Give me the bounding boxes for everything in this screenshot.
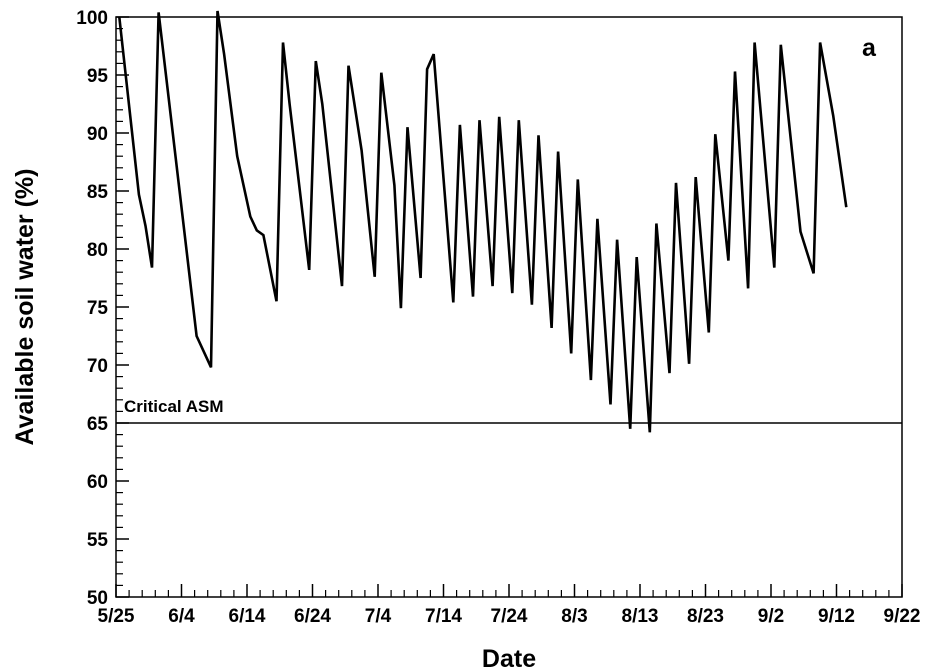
x-tick-label: 7/4 — [365, 606, 392, 627]
y-tick-label: 80 — [87, 240, 108, 261]
x-tick-label: 5/25 — [98, 606, 135, 627]
x-tick-label: 9/22 — [884, 606, 921, 627]
x-tick-label: 6/4 — [168, 606, 195, 627]
x-axis-title: Date — [482, 645, 536, 672]
x-tick-label: 8/23 — [687, 606, 724, 627]
y-tick-label: 100 — [76, 8, 108, 29]
y-tick-label: 85 — [87, 182, 109, 203]
y-axis-ticks: 50 55 60 65 70 75 80 85 90 95 100 — [76, 8, 129, 609]
plot-area: 5/25 6/4 6/14 6/24 7/4 7/14 7/24 8/3 8/13 8/23 9/2… — [76, 8, 920, 627]
x-tick-label: 7/24 — [491, 606, 528, 627]
x-tick-label: 8/13 — [622, 606, 659, 627]
y-tick-label: 70 — [87, 356, 108, 377]
panel-label: a — [862, 34, 877, 62]
y-tick-label: 65 — [87, 414, 109, 435]
series-line-available-soil-water — [118, 10, 848, 433]
x-tick-label: 8/3 — [561, 606, 587, 627]
y-tick-label: 55 — [87, 530, 109, 551]
x-tick-label: 6/24 — [294, 606, 331, 627]
x-tick-label: 7/14 — [425, 606, 462, 627]
x-axis-ticks: 5/25 6/4 6/14 6/24 7/4 7/14 7/24 8/3 8/13 8/23 9/2… — [98, 584, 921, 627]
plot-frame — [115, 16, 903, 598]
x-tick-label: 9/12 — [818, 606, 855, 627]
y-tick-label: 75 — [87, 298, 109, 319]
y-tick-label: 95 — [87, 66, 109, 87]
y-tick-label: 90 — [87, 124, 108, 145]
y-tick-label: 50 — [87, 588, 108, 609]
x-tick-label: 9/2 — [758, 606, 784, 627]
y-axis-title: Available soil water (%) — [11, 169, 39, 446]
y-tick-label: 60 — [87, 472, 108, 493]
x-tick-label: 6/14 — [229, 606, 266, 627]
critical-asm-label: Critical ASM — [124, 397, 224, 416]
